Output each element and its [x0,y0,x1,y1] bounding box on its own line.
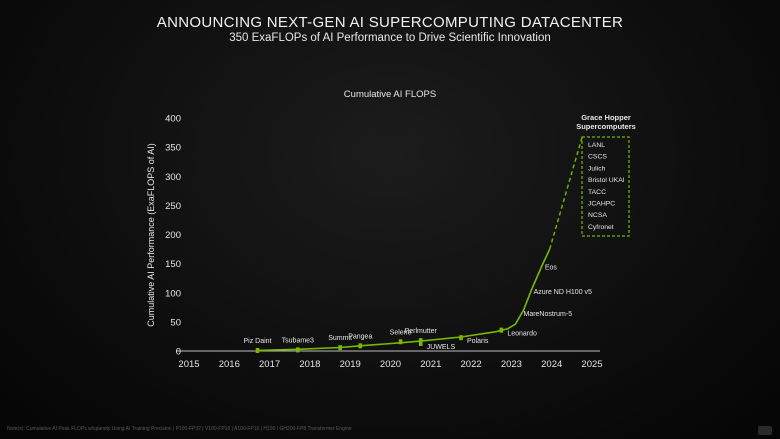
y-tick-label: 400 [165,114,181,125]
y-tick-label: 300 [165,172,181,183]
data-point-label: Leonardo [507,331,537,338]
x-tick-label: 2017 [259,359,280,370]
x-tick-label: 2018 [299,359,320,370]
y-axis-label: Cumulative AI Performance (ExaFLOPS of A… [146,143,156,327]
data-point-label: Polaris [467,338,489,345]
x-tick-label: 2024 [541,359,562,370]
annotation-label: MareNostrum-5 [523,311,572,318]
nvidia-logo [758,426,772,435]
data-point [358,343,363,349]
y-tick-label: 100 [165,288,181,299]
annotation-label: Eos [545,264,558,271]
x-tick-label: 2021 [420,359,441,370]
footnote: Note(s): Cumulative AI Peak FLOPs w/spar… [7,426,352,432]
callout-item: JCAHPC [588,201,615,208]
callout-item: LANL [588,142,605,149]
y-tick-label: 50 [170,317,181,328]
x-tick-label: 2016 [219,359,240,370]
x-tick-label: 2025 [581,359,602,370]
callout-item: CSCS [588,154,607,161]
data-point [418,338,423,344]
series-line-dashed [549,137,583,250]
callout-box [581,136,630,237]
x-tick-label: 2020 [380,359,401,370]
y-tick-label: 150 [165,259,181,270]
y-tick-label: 250 [165,201,181,212]
data-point-label: Piz Daint [244,338,272,345]
data-point [398,339,403,345]
annotation-label: Azure ND H100 v5 [534,289,592,296]
x-tick-label: 2019 [340,359,361,370]
callout-item: NCSA [588,212,607,219]
callout-item: TACC [588,189,606,196]
chart-title: Cumulative AI FLOPS [344,89,436,100]
y-tick-label: 0 [176,347,181,358]
slide-title: ANNOUNCING NEXT-GEN AI SUPERCOMPUTING DA… [156,14,624,31]
data-point-label: Selene [390,329,412,336]
callout-item: Bristol UKAI [588,177,625,184]
callout-item: Cyfronet [588,224,614,231]
data-point [459,335,463,341]
data-point [255,348,260,353]
data-point-label: JUWELS [427,344,456,351]
data-point-label: Pangea [348,333,372,340]
series-line-solid [257,248,551,352]
data-point-label: Perlmutter [405,328,438,335]
slide-subtitle: 350 ExaFLOPs of AI Performance to Drive … [229,32,551,44]
x-tick-label: 2023 [501,359,522,370]
callout-item: Julich [588,165,606,172]
y-tick-label: 200 [165,230,181,241]
data-point [499,327,504,333]
data-point-label: Summit [328,335,352,342]
x-tick-label: 2022 [461,359,482,370]
callout-title: Supercomputers [576,122,636,131]
callout-title: Grace Hopper [581,113,631,122]
data-point [418,341,423,347]
x-tick-label: 2015 [178,359,199,370]
y-tick-label: 350 [165,143,181,154]
data-point [338,345,342,351]
data-point [296,347,300,353]
data-point-label: Tsubame3 [282,337,314,344]
